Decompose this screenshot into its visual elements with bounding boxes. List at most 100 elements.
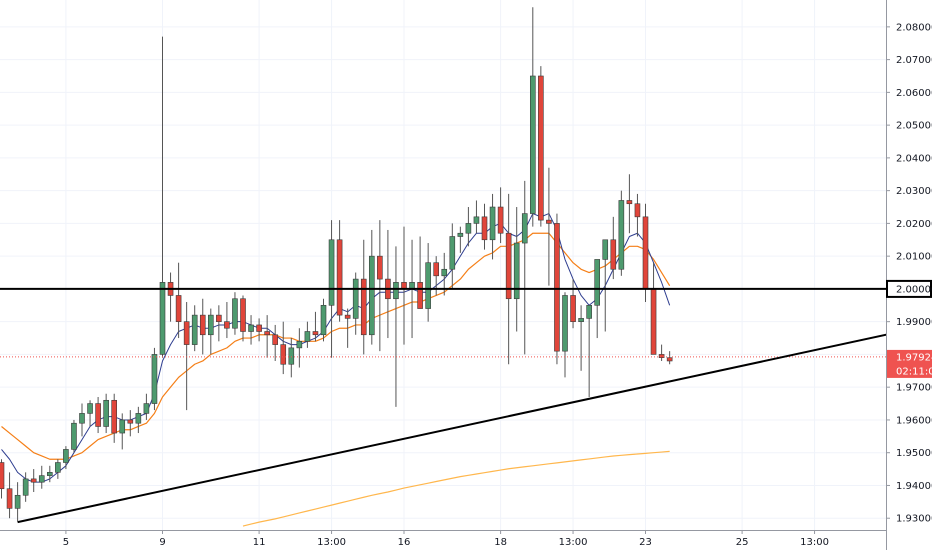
candle <box>46 465 53 483</box>
candle-body-up <box>248 324 254 332</box>
price-tick-label: 1.93000 <box>896 514 932 525</box>
price-axis[interactable] <box>886 0 932 550</box>
candle-body-up <box>296 341 303 349</box>
candle-body-up <box>288 347 295 365</box>
candle <box>183 302 190 411</box>
candle-body-down <box>666 357 673 362</box>
candle <box>191 305 198 352</box>
candle-body-up <box>79 413 85 424</box>
candle <box>22 472 29 502</box>
candle-body-up <box>618 200 625 270</box>
candle <box>658 344 665 361</box>
countdown-label: 02:11:09 <box>896 366 932 377</box>
candle <box>610 216 617 280</box>
candles <box>0 7 673 522</box>
candle <box>288 338 295 378</box>
candle-body-down <box>417 282 423 309</box>
candle <box>377 220 383 352</box>
time-tick-label: 23 <box>639 537 652 548</box>
candle-body-up <box>393 282 399 300</box>
ma-slow-path <box>242 450 670 527</box>
candle-body-down <box>658 354 665 359</box>
candle-body-up <box>119 419 126 434</box>
last-price-badge-box <box>887 349 932 378</box>
candle <box>199 298 206 355</box>
price-tick-label: 2.04000 <box>896 153 932 164</box>
candle-body-down <box>183 321 190 345</box>
candle-body-down <box>497 206 504 234</box>
level-price-badge: 2.00000 <box>886 279 932 298</box>
time-tick-label: 18 <box>494 537 507 548</box>
candle-body-up <box>208 314 214 336</box>
candle-body-up <box>594 259 601 306</box>
time-tick-labels: 5 9 11 13:00 16 18 13:00 23 25 13:00 <box>63 530 829 548</box>
candle-body-down <box>377 255 383 280</box>
candle <box>344 308 351 348</box>
candle <box>666 351 673 365</box>
candle-body-down <box>546 219 552 224</box>
ma-slow-line <box>242 450 670 527</box>
price-tick-label: 2.07000 <box>896 55 932 66</box>
candle-body-up <box>71 422 77 450</box>
candle-body-up <box>143 403 150 414</box>
candle-body-down <box>634 203 641 218</box>
candle-body-down <box>505 232 512 300</box>
candle-body-up <box>135 413 142 424</box>
last-price-badge: 1.97924 02:11:09 <box>887 349 932 378</box>
price-tick-label: 2.02000 <box>896 219 932 230</box>
time-tick-label: 5 <box>63 537 69 548</box>
candle-body-down <box>336 239 343 316</box>
candle <box>586 304 592 398</box>
candle-body-down <box>481 216 488 241</box>
candle <box>505 193 512 365</box>
candle <box>529 7 536 227</box>
candle <box>6 472 13 519</box>
candle-body-up <box>232 298 238 329</box>
candle-body-up <box>489 206 496 241</box>
candle <box>352 272 359 335</box>
candle <box>175 262 182 339</box>
candle <box>562 292 568 378</box>
candle <box>224 302 230 339</box>
candle-body-up <box>513 242 520 300</box>
candle <box>650 262 657 355</box>
candle <box>30 469 37 493</box>
candle <box>521 180 528 355</box>
candle-body-down <box>199 314 206 336</box>
candle-body-up <box>320 304 327 336</box>
candle <box>489 193 496 260</box>
candle-body-up <box>191 314 198 345</box>
time-tick-label: 13:00 <box>559 537 588 548</box>
candle-body-down <box>650 288 657 355</box>
candle <box>626 174 633 234</box>
candle <box>167 272 174 322</box>
candle <box>578 305 584 371</box>
candle <box>602 239 609 332</box>
candle <box>296 328 303 368</box>
candle <box>143 393 150 420</box>
candle <box>272 324 279 361</box>
price-axis-background <box>886 0 932 550</box>
candle <box>38 465 45 489</box>
candle-body-up <box>586 304 592 319</box>
candle <box>417 236 423 309</box>
candle-body-down <box>280 344 287 365</box>
candle <box>216 305 222 342</box>
candle-body-up <box>63 449 69 463</box>
candle <box>256 318 262 342</box>
price-tick-label: 1.95000 <box>896 448 932 459</box>
candle <box>87 400 93 427</box>
trendline-path[interactable] <box>17 331 896 524</box>
candle-body-up <box>151 354 158 404</box>
candle <box>240 295 246 342</box>
candle-body-up <box>352 278 359 319</box>
price-tick-label: 1.99000 <box>896 317 932 328</box>
candle-body-up <box>38 475 45 483</box>
candle <box>0 459 5 499</box>
time-axis[interactable] <box>0 530 886 550</box>
candle-body-up <box>441 268 448 277</box>
candle <box>71 419 77 453</box>
candle-body-up <box>529 75 536 214</box>
price-tick-label: 2.06000 <box>896 88 932 99</box>
